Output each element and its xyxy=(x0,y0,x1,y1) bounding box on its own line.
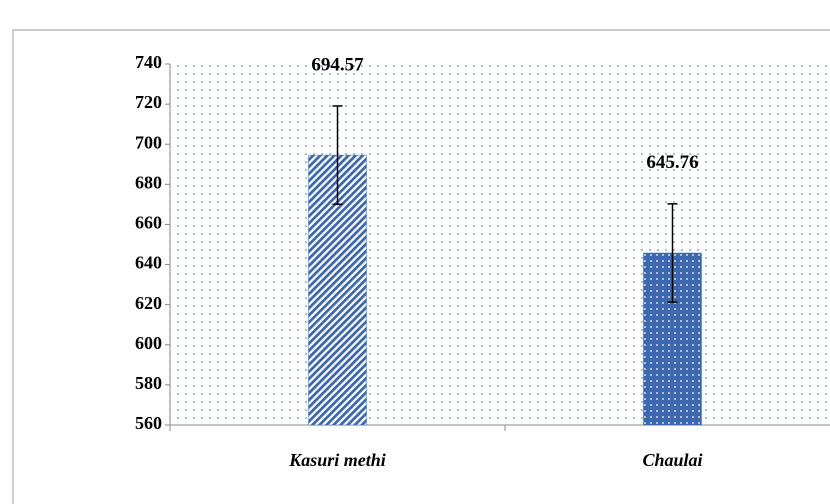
y-tick-label: 700 xyxy=(135,132,162,152)
chart-border xyxy=(12,29,830,504)
y-tick-label: 640 xyxy=(135,253,162,273)
y-tick-label: 580 xyxy=(135,373,162,393)
y-tick-label: 680 xyxy=(135,172,162,192)
y-tick-label: 600 xyxy=(135,333,162,353)
y-tick-label: 740 xyxy=(135,52,162,72)
x-tick-label: Kasuri methi xyxy=(288,450,386,470)
data-label: 645.76 xyxy=(646,152,698,173)
plot-area xyxy=(170,64,830,425)
y-tick-label: 620 xyxy=(135,293,162,313)
y-tick-label: 560 xyxy=(135,413,162,433)
y-tick-label: 660 xyxy=(135,213,162,233)
data-label: 694.57 xyxy=(311,54,364,75)
error-bar xyxy=(332,105,343,205)
x-tick-label: Chaulai xyxy=(642,450,702,470)
y-tick-label: 720 xyxy=(135,92,162,112)
error-bar xyxy=(667,203,678,303)
